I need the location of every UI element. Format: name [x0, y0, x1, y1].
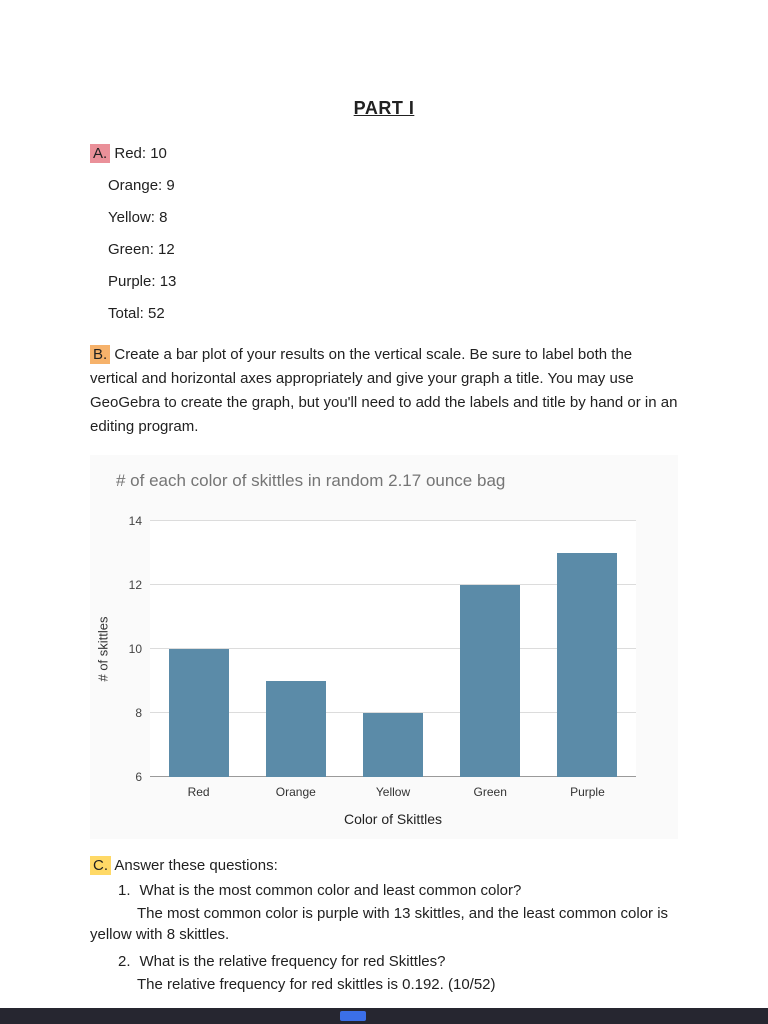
- gridline: [150, 712, 636, 713]
- bar-slot: [247, 521, 344, 777]
- question-2-number: 2.: [118, 953, 131, 970]
- bar-yellow: [363, 713, 423, 777]
- bar-red: [168, 649, 229, 777]
- bar-slot: [150, 521, 247, 777]
- y-tick-label: 8: [135, 706, 142, 720]
- count-yellow: Yellow: 8: [108, 209, 168, 226]
- question-1: 1. What is the most common color and lea…: [118, 880, 678, 901]
- y-tick-label: 6: [135, 770, 142, 784]
- section-b-text: Create a bar plot of your results on the…: [90, 346, 678, 435]
- section-c-intro: Answer these questions:: [114, 857, 278, 874]
- bar-purple: [557, 553, 618, 777]
- bar-slot: [539, 521, 636, 777]
- section-c-label: C.: [90, 856, 111, 875]
- bars: [150, 521, 636, 777]
- question-2-text: What is the relative frequency for red S…: [139, 953, 446, 970]
- count-red: Red: 10: [114, 145, 167, 162]
- question-2: 2. What is the relative frequency for re…: [118, 951, 678, 972]
- category-label: Orange: [275, 785, 316, 799]
- plot-region: # of skittles 6 8 10 12 14: [90, 514, 678, 784]
- section-b-label: B.: [90, 345, 111, 364]
- bar-slot: [442, 521, 539, 777]
- section-b-paragraph: B. Create a bar plot of your results on …: [90, 343, 678, 439]
- section-c-intro-line: C. Answer these questions:: [90, 856, 678, 875]
- viewer-toolbar: [0, 1008, 768, 1024]
- count-orange: Orange: 9: [108, 177, 175, 194]
- y-tick-label: 10: [128, 642, 142, 656]
- answer-1: The most common color is purple with 13 …: [90, 905, 669, 943]
- y-tick-label: 14: [128, 514, 142, 528]
- y-axis-label-wrap: # of skittles: [90, 521, 116, 777]
- gridline: [150, 584, 636, 585]
- gridline: [150, 520, 636, 521]
- viewer-toolbar-button[interactable]: [340, 1011, 366, 1021]
- answer-2: The relative frequency for red skittles …: [137, 976, 496, 993]
- y-tick-label: 12: [128, 578, 142, 592]
- section-c: C. Answer these questions: 1. What is th…: [90, 856, 678, 995]
- bar-orange: [265, 681, 326, 777]
- category-label: Yellow: [375, 785, 411, 799]
- gridline: [150, 648, 636, 649]
- y-axis-label: # of skittles: [95, 616, 111, 682]
- category-label: Red: [187, 785, 210, 799]
- count-total: Total: 52: [108, 305, 165, 322]
- section-a-label: A.: [90, 144, 111, 163]
- category-label: Purple: [570, 785, 605, 799]
- document-page: PART I A. Red: 10 Orange: 9 Yellow: 8 Gr…: [90, 98, 678, 995]
- bar-chart: # of each color of skittles in random 2.…: [90, 455, 678, 839]
- chart-title: # of each color of skittles in random 2.…: [116, 471, 506, 490]
- category-row: Red Orange Yellow Green Purple: [150, 785, 636, 799]
- category-label: Green: [473, 785, 507, 799]
- x-axis-label: Color of Skittles: [343, 811, 443, 827]
- question-1-number: 1.: [118, 882, 131, 899]
- bar-slot: [344, 521, 441, 777]
- bar-green: [460, 585, 521, 777]
- count-line-red: A. Red: 10: [90, 144, 678, 163]
- page-title: PART I: [353, 98, 415, 118]
- count-purple: Purple: 13: [108, 273, 177, 290]
- chart-plot: 6 8 10 12 14: [129, 514, 636, 784]
- count-green: Green: 12: [108, 241, 175, 258]
- question-1-text: What is the most common color and least …: [139, 882, 522, 899]
